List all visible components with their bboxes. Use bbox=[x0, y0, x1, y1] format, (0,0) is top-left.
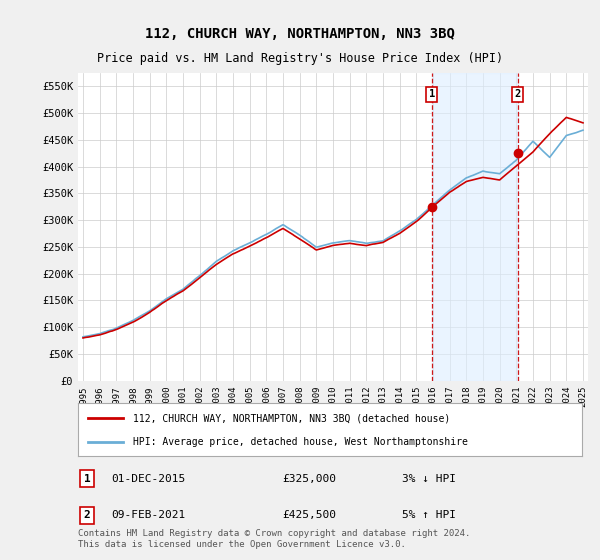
Bar bbox=[431, 73, 518, 381]
Text: 3% ↓ HPI: 3% ↓ HPI bbox=[402, 474, 456, 484]
Text: 2: 2 bbox=[515, 89, 521, 99]
Text: £325,000: £325,000 bbox=[282, 474, 336, 484]
Text: Price paid vs. HM Land Registry's House Price Index (HPI): Price paid vs. HM Land Registry's House … bbox=[97, 52, 503, 66]
Text: Contains HM Land Registry data © Crown copyright and database right 2024.
This d: Contains HM Land Registry data © Crown c… bbox=[78, 529, 470, 549]
Text: 112, CHURCH WAY, NORTHAMPTON, NN3 3BQ (detached house): 112, CHURCH WAY, NORTHAMPTON, NN3 3BQ (d… bbox=[133, 413, 451, 423]
Text: 5% ↑ HPI: 5% ↑ HPI bbox=[402, 510, 456, 520]
Text: 1: 1 bbox=[83, 474, 91, 484]
Text: 1: 1 bbox=[428, 89, 435, 99]
Text: 01-DEC-2015: 01-DEC-2015 bbox=[111, 474, 185, 484]
Text: £425,500: £425,500 bbox=[282, 510, 336, 520]
Text: HPI: Average price, detached house, West Northamptonshire: HPI: Average price, detached house, West… bbox=[133, 436, 469, 446]
Text: 112, CHURCH WAY, NORTHAMPTON, NN3 3BQ: 112, CHURCH WAY, NORTHAMPTON, NN3 3BQ bbox=[145, 27, 455, 41]
Text: 09-FEB-2021: 09-FEB-2021 bbox=[111, 510, 185, 520]
Text: 2: 2 bbox=[83, 510, 91, 520]
